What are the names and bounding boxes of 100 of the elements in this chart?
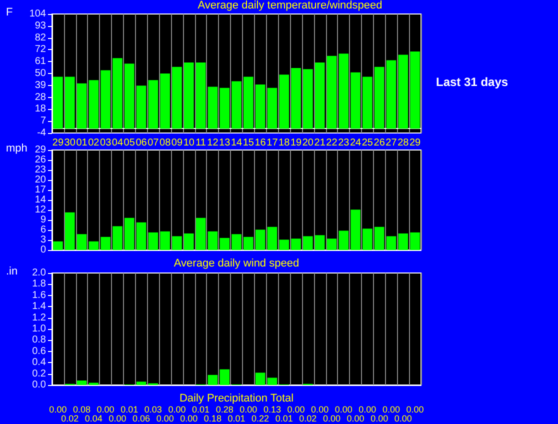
x-tick-label: 22 <box>326 138 338 148</box>
bar <box>196 62 206 129</box>
data-label: 0.02 <box>299 414 317 424</box>
x-tick-label: 11 <box>196 138 206 148</box>
y-tick-label: 0.0 <box>32 380 46 390</box>
bar <box>291 238 301 250</box>
data-label: 0.00 <box>346 414 364 424</box>
bar <box>410 51 420 129</box>
data-label: 0.06 <box>132 414 150 424</box>
y-tick-label: 26 <box>34 154 46 166</box>
bar <box>112 226 122 250</box>
bar <box>267 88 278 129</box>
bar <box>53 241 63 250</box>
y-tick-label: 0.2 <box>32 368 46 380</box>
bar <box>184 233 194 250</box>
y-tick-label: 14 <box>34 194 46 206</box>
bar <box>220 88 230 129</box>
data-label: 0.00 <box>311 404 329 414</box>
bar <box>76 234 87 250</box>
y-tick-label: 1.4 <box>32 301 46 312</box>
bar <box>136 222 146 250</box>
data-label: 0.00 <box>49 404 67 414</box>
x-tick-label: 27 <box>386 138 398 148</box>
bar <box>326 238 337 250</box>
bar <box>374 66 384 129</box>
y-tick-label: 3 <box>40 234 46 246</box>
bar <box>350 210 360 250</box>
x-tick-label: 23 <box>338 138 350 148</box>
y-tick-label: 39 <box>34 80 46 91</box>
bar <box>362 76 372 129</box>
bar <box>160 231 170 250</box>
data-label: 0.00 <box>358 404 376 414</box>
x-tick-label: 01 <box>76 138 88 148</box>
y-tick-label: 17 <box>34 184 46 196</box>
y-tick-label: 1.8 <box>32 278 46 290</box>
x-tick-label: 18 <box>278 138 290 148</box>
data-label: 0.01 <box>275 414 293 424</box>
data-label: 0.00 <box>96 404 114 414</box>
bar <box>255 230 266 250</box>
data-label: 0.28 <box>216 404 234 414</box>
data-label: 0.00 <box>287 404 305 414</box>
data-label: 0.22 <box>252 414 270 424</box>
x-tick-label: 02 <box>88 138 100 148</box>
bar <box>172 236 182 250</box>
bar <box>398 54 408 129</box>
y-tick-label: -4 <box>37 128 46 138</box>
data-label: 0.00 <box>382 404 400 414</box>
bar <box>112 58 122 129</box>
data-label: 0.02 <box>61 414 79 424</box>
x-tick-label: 08 <box>160 138 172 148</box>
y-tick-label: 28 <box>34 92 46 103</box>
y-axis-title: mph <box>6 142 28 154</box>
data-label: 0.00 <box>370 414 388 424</box>
x-tick-label: 24 <box>350 138 362 148</box>
bar <box>255 84 266 129</box>
bar <box>124 64 134 129</box>
y-tick-label: 18 <box>34 104 46 115</box>
bar <box>172 66 182 129</box>
bar <box>398 233 408 250</box>
x-tick-label: 09 <box>171 138 183 148</box>
x-tick-label: 29 <box>409 138 422 148</box>
x-tick-label: 10 <box>183 138 195 148</box>
y-tick-label: 23 <box>34 164 46 176</box>
data-label: 0.00 <box>156 414 174 424</box>
data-label: 0.08 <box>72 404 91 414</box>
data-label: 0.00 <box>322 414 340 424</box>
y-tick-label: 9 <box>40 214 46 226</box>
bar <box>148 80 158 129</box>
x-axis-title: Daily Precipitation Total <box>179 392 294 404</box>
bar <box>64 212 75 250</box>
bar <box>136 86 146 129</box>
y-tick-label: 93 <box>34 20 46 32</box>
bar <box>76 380 87 385</box>
y-tick-label: 6 <box>40 224 46 236</box>
y-tick-label: 82 <box>34 32 46 44</box>
y-tick-label: 7 <box>40 116 46 127</box>
x-tick-label: 06 <box>136 138 148 148</box>
data-label: 0.03 <box>144 404 162 414</box>
bar <box>232 234 242 250</box>
bar <box>124 218 134 250</box>
y-tick-label: 1.2 <box>32 312 46 324</box>
x-tick-label: 16 <box>254 138 266 148</box>
y-axis-title: F <box>6 6 13 18</box>
y-tick-label: 50 <box>34 68 46 79</box>
bar <box>386 60 396 129</box>
bar <box>136 382 146 385</box>
x-tick-label: 13 <box>219 138 231 148</box>
bar <box>255 372 266 385</box>
x-axis-title: Average daily wind speed <box>174 258 300 270</box>
bar <box>338 54 349 129</box>
y-tick-label: 0 <box>40 244 46 256</box>
bar <box>208 86 218 129</box>
bar <box>350 72 360 129</box>
y-tick-label: 29 <box>34 144 46 156</box>
data-label: 0.00 <box>240 404 258 414</box>
bar <box>100 236 110 250</box>
bar <box>208 231 218 250</box>
bar <box>362 228 372 250</box>
bar <box>338 230 349 250</box>
y-tick-label: 12 <box>34 204 46 216</box>
